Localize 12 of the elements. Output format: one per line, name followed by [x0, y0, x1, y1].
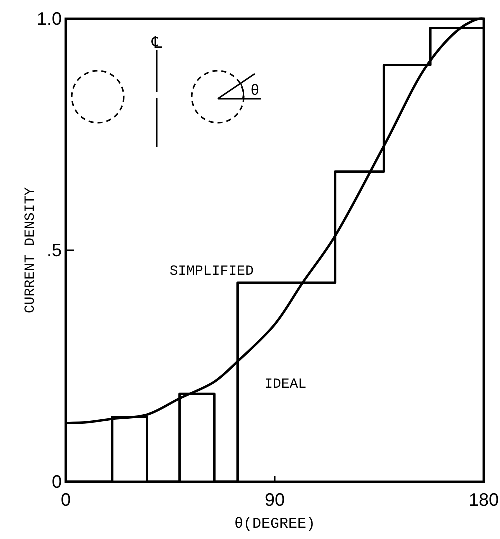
text: IDEAL	[264, 376, 307, 393]
x-tick-label: 180	[468, 490, 500, 510]
annotation: θ	[251, 82, 260, 99]
x-axis-title: θ(DEGREE)	[234, 516, 316, 533]
x-tick-label: 90	[264, 490, 286, 510]
annotation: ℄	[150, 35, 163, 52]
y-axis-title: CURRENT DENSITY	[23, 186, 39, 314]
y-tick-label: .5	[46, 240, 62, 260]
series-label: SIMPLIFIED	[170, 264, 254, 280]
y-tick-label: 0	[52, 472, 62, 492]
centerline-icon: ℄	[152, 35, 162, 147]
y-tick-label: 1.0	[36, 9, 62, 29]
